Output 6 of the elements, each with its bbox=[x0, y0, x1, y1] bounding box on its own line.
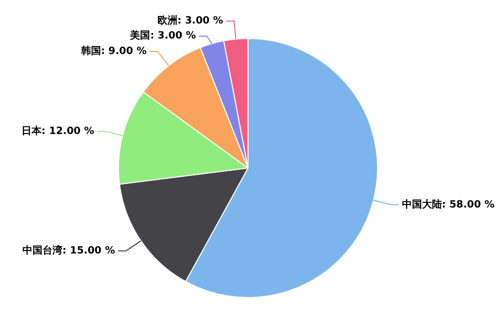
slice-label: 中国台湾: 15.00 % bbox=[22, 244, 116, 256]
slice-label: 美国: 3.00 % bbox=[129, 30, 196, 42]
slice-label: 日本: 12.00 % bbox=[22, 124, 94, 137]
slice-label: 中国大陆: 58.00 % bbox=[402, 198, 494, 210]
slice-label: 韩国: 9.00 % bbox=[80, 45, 147, 58]
slice-label: 欧洲: 3.00 % bbox=[157, 14, 224, 27]
